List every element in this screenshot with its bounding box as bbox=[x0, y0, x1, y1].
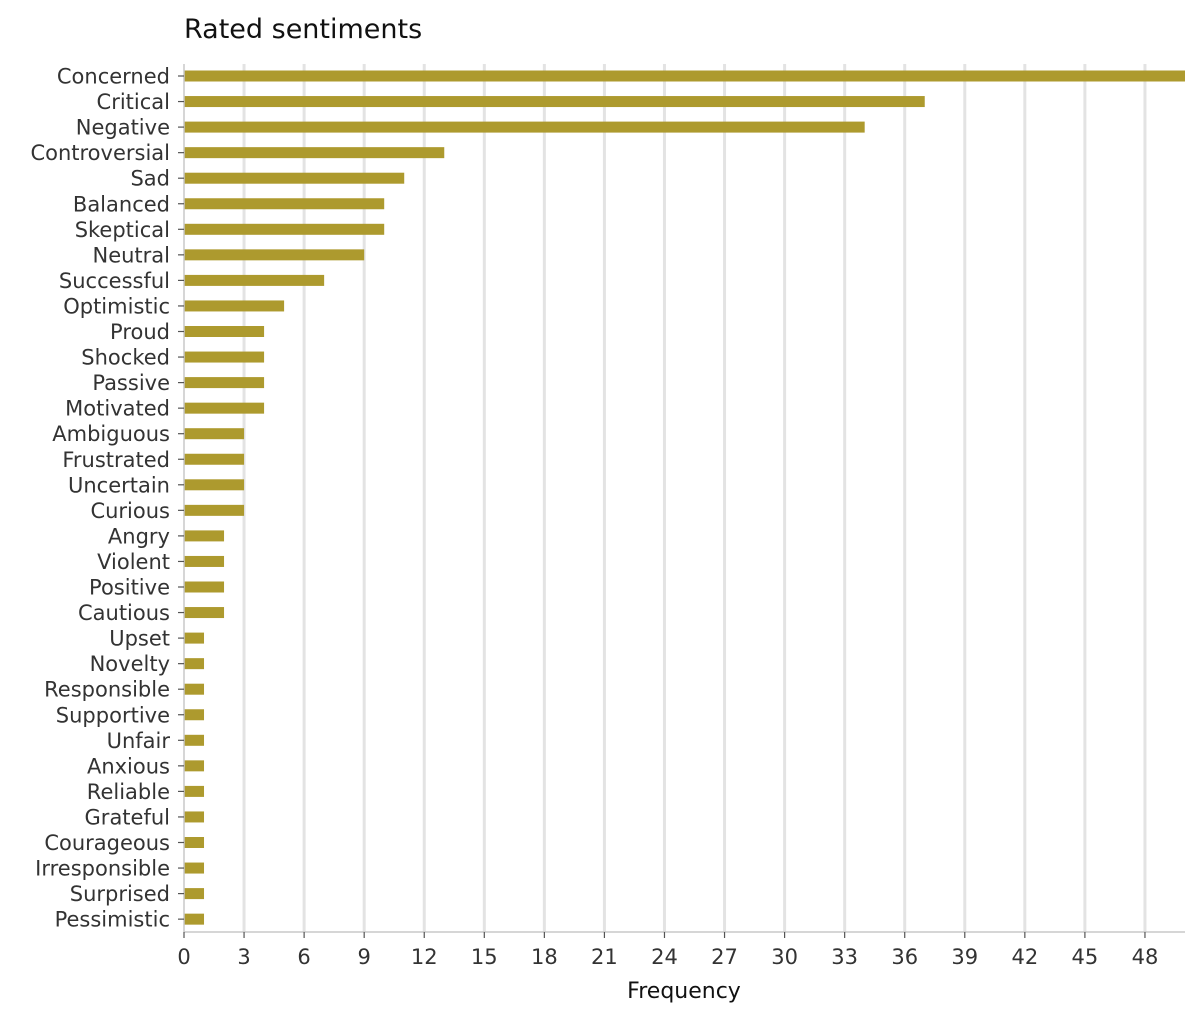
y-tick-label: Negative bbox=[76, 116, 170, 140]
bar-curious bbox=[184, 504, 245, 516]
bars bbox=[184, 70, 1185, 925]
bar-sad bbox=[184, 172, 405, 184]
bar-balanced bbox=[184, 198, 385, 210]
bar-negative bbox=[184, 121, 865, 133]
x-tick-label: 27 bbox=[711, 945, 738, 969]
bar-neutral bbox=[184, 249, 365, 261]
y-tick-label: Successful bbox=[59, 269, 170, 293]
y-tick-label: Controversial bbox=[30, 141, 170, 165]
bar-upset bbox=[184, 632, 205, 644]
x-tick-label: 9 bbox=[357, 945, 370, 969]
bar-irresponsible bbox=[184, 862, 205, 874]
bar-uncertain bbox=[184, 479, 245, 491]
y-tick-label: Positive bbox=[89, 576, 170, 600]
x-tick-label: 30 bbox=[771, 945, 798, 969]
x-tick-label: 0 bbox=[177, 945, 190, 969]
y-tick-label: Surprised bbox=[70, 882, 170, 906]
bar-grateful bbox=[184, 811, 205, 823]
y-tick-label: Grateful bbox=[85, 805, 170, 829]
y-tick-label: Critical bbox=[97, 90, 170, 114]
y-tick-label: Balanced bbox=[73, 192, 170, 216]
bar-skeptical bbox=[184, 223, 385, 235]
x-tick-label: 42 bbox=[1011, 945, 1038, 969]
y-tick-label: Violent bbox=[97, 550, 170, 574]
x-tick-label: 15 bbox=[471, 945, 498, 969]
y-tick-label: Angry bbox=[108, 524, 170, 548]
bar-ambiguous bbox=[184, 428, 245, 440]
bar-responsible bbox=[184, 683, 205, 695]
y-tick-label: Courageous bbox=[44, 831, 170, 855]
y-tick-label: Concerned bbox=[57, 65, 170, 89]
axes bbox=[183, 64, 1185, 933]
x-tick-labels: 0 3 6 9 12 15 18 21 24 27 30 33 36 39 42 45 48 bbox=[177, 932, 1158, 969]
bar-frustrated bbox=[184, 453, 245, 465]
y-tick-label: Pessimistic bbox=[55, 908, 170, 932]
bar-shocked bbox=[184, 351, 265, 363]
grid-lines bbox=[242, 64, 1147, 932]
bar-violent bbox=[184, 555, 225, 567]
bar-positive bbox=[184, 581, 225, 593]
y-tick-label: Irresponsible bbox=[35, 857, 170, 881]
x-tick-label: 24 bbox=[651, 945, 678, 969]
y-tick-label: Reliable bbox=[87, 780, 170, 804]
x-tick-label: 12 bbox=[411, 945, 438, 969]
bar-motivated bbox=[184, 402, 265, 414]
bar-reliable bbox=[184, 785, 205, 797]
x-tick-label: 45 bbox=[1072, 945, 1099, 969]
y-tick-label: Optimistic bbox=[63, 294, 170, 318]
y-tick-label: Cautious bbox=[78, 601, 170, 625]
y-tick-label: Sad bbox=[130, 167, 170, 191]
bar-optimistic bbox=[184, 300, 285, 312]
y-tick-label: Responsible bbox=[44, 678, 170, 702]
bar-critical bbox=[184, 96, 925, 108]
x-tick-label: 36 bbox=[891, 945, 918, 969]
bar-successful bbox=[184, 274, 325, 286]
y-tick-label: Motivated bbox=[65, 397, 170, 421]
bar-surprised bbox=[184, 888, 205, 900]
y-tick-label: Passive bbox=[92, 371, 170, 395]
bar-novelty bbox=[184, 658, 205, 670]
bar-supportive bbox=[184, 709, 205, 721]
bar-controversial bbox=[184, 147, 445, 159]
y-tick-labels: ConcernedCriticalNegativeControversialSa… bbox=[30, 65, 184, 932]
x-tick-label: 3 bbox=[237, 945, 250, 969]
chart-title: Rated sentiments bbox=[184, 14, 422, 45]
y-tick-label: Curious bbox=[90, 499, 170, 523]
x-tick-label: 18 bbox=[531, 945, 558, 969]
y-tick-label: Ambiguous bbox=[52, 422, 170, 446]
bar-cautious bbox=[184, 607, 225, 619]
x-tick-label: 33 bbox=[831, 945, 858, 969]
y-tick-label: Unfair bbox=[107, 729, 171, 753]
y-tick-label: Uncertain bbox=[68, 473, 170, 497]
y-tick-label: Neutral bbox=[92, 243, 170, 267]
bar-courageous bbox=[184, 837, 205, 848]
x-axis-title: Frequency bbox=[627, 979, 741, 1004]
y-tick-label: Novelty bbox=[90, 652, 170, 676]
x-tick-label: 48 bbox=[1132, 945, 1159, 969]
x-tick-label: 39 bbox=[951, 945, 978, 969]
y-tick-label: Skeptical bbox=[75, 218, 170, 242]
bar-passive bbox=[184, 377, 265, 389]
bar-pessimistic bbox=[184, 913, 205, 925]
y-tick-label: Supportive bbox=[56, 703, 170, 727]
bar-angry bbox=[184, 530, 225, 542]
y-tick-label: Frustrated bbox=[62, 448, 170, 472]
bar-anxious bbox=[184, 760, 205, 772]
y-tick-label: Anxious bbox=[87, 754, 170, 778]
bar-proud bbox=[184, 326, 265, 337]
bar-unfair bbox=[184, 734, 205, 746]
bar-concerned bbox=[184, 70, 1185, 82]
y-tick-label: Upset bbox=[109, 627, 170, 651]
x-tick-label: 21 bbox=[591, 945, 618, 969]
y-tick-label: Shocked bbox=[81, 346, 170, 370]
x-tick-label: 6 bbox=[297, 945, 310, 969]
y-tick-label: Proud bbox=[110, 320, 170, 344]
